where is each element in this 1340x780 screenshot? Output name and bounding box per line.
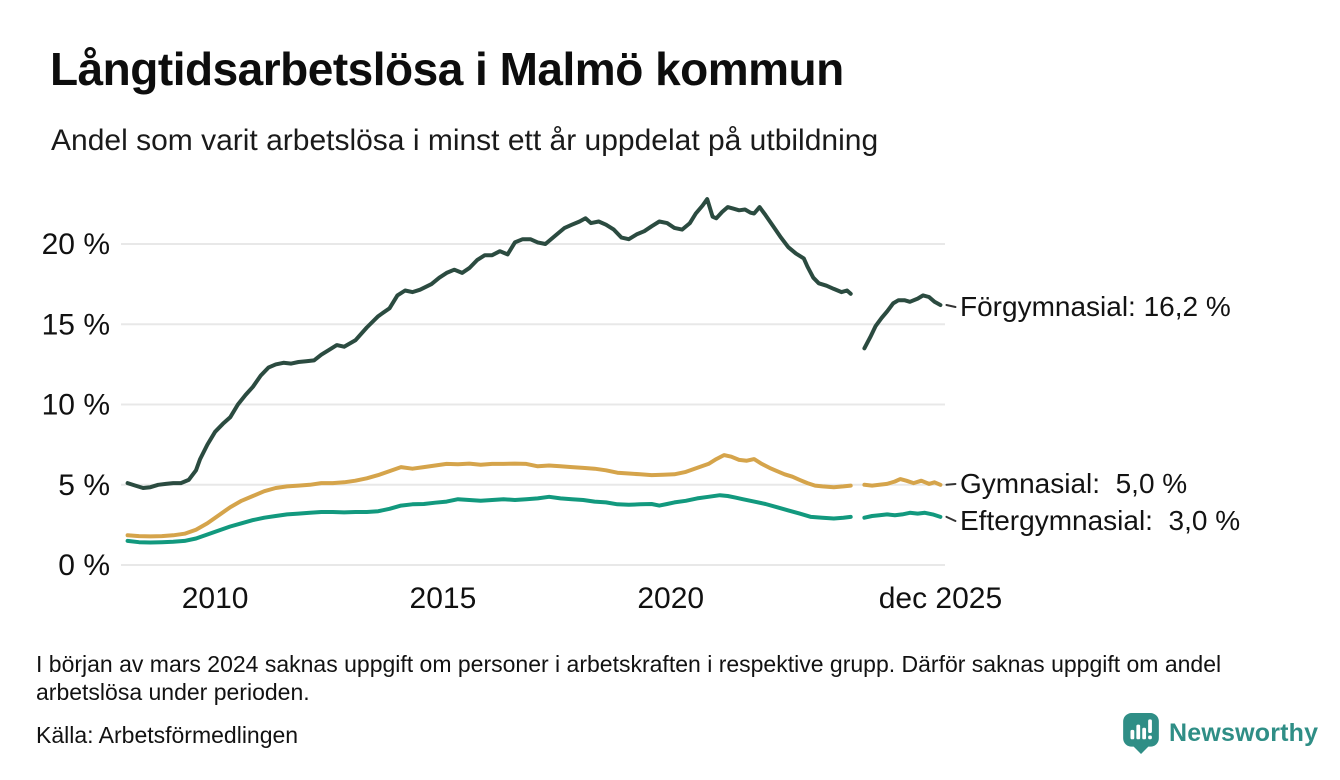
y-axis-tick-label: 10 % [42, 389, 110, 422]
x-axis-tick-label: 2020 [637, 582, 704, 615]
series-end-label-gymnasial: Gymnasial: 5,0 % [960, 468, 1188, 499]
series-end-label-forgymnasial: Förgymnasial: 16,2 % [960, 291, 1231, 322]
footnote: I början av mars 2024 saknas uppgift om … [36, 651, 1222, 705]
newsworthy-bar-chart-pin-icon [1123, 713, 1159, 754]
y-axis-tick-label: 5 % [58, 469, 110, 502]
label-connector-gymnasial [945, 483, 957, 486]
x-axis-tick-label: dec 2025 [879, 582, 1002, 615]
series-line-gymnasial [862, 477, 943, 488]
source-attribution: Källa: Arbetsförmedlingen [36, 722, 299, 748]
series-line-gymnasial [125, 453, 853, 539]
newsworthy-logo-text: Newsworthy [1169, 718, 1319, 747]
label-connector-eftergymnasial [945, 515, 957, 522]
x-axis-tick-label: 2015 [410, 582, 477, 615]
chart-title: Långtidsarbetslösa i Malmö kommun [50, 43, 844, 95]
series-end-label-eftergymnasial: Eftergymnasial: 3,0 % [960, 505, 1241, 536]
newsworthy-logo: Newsworthy [1122, 712, 1318, 754]
y-axis-tick-label: 20 % [42, 228, 110, 261]
series-line-forgymnasial [862, 293, 943, 351]
chart-subtitle: Andel som varit arbetslösa i minst ett å… [51, 124, 879, 157]
x-axis-tick-label: 2010 [182, 582, 249, 615]
series-line-eftergymnasial [125, 493, 853, 545]
series-line-eftergymnasial [862, 510, 943, 520]
label-connector-forgymnasial [945, 303, 957, 308]
series-line-forgymnasial [125, 197, 853, 490]
y-axis-tick-label: 15 % [42, 308, 110, 341]
y-axis-tick-label: 0 % [58, 549, 110, 582]
